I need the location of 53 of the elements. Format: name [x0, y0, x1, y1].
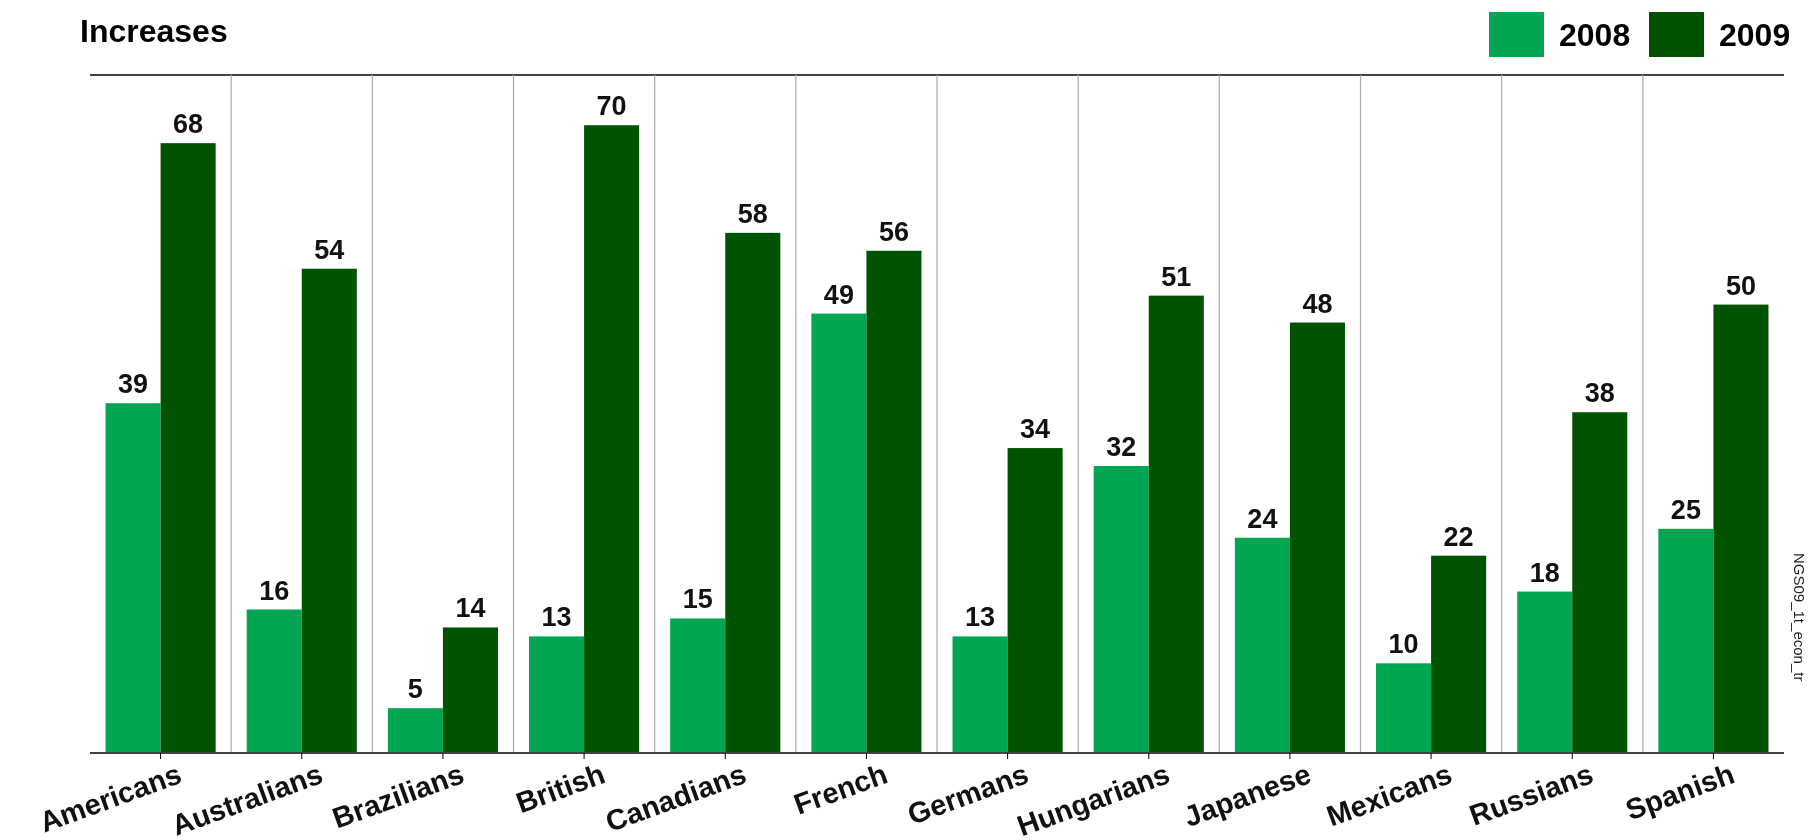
data-label: 49 [823, 279, 854, 310]
bar [670, 618, 726, 753]
bar [442, 627, 498, 753]
data-label: 68 [173, 109, 204, 140]
bar [1093, 466, 1149, 753]
bar [160, 143, 216, 753]
legend-label: 2009 [1719, 17, 1791, 53]
data-label: 34 [1020, 414, 1051, 445]
data-label: 25 [1670, 494, 1701, 525]
bar [1148, 295, 1204, 753]
chart-title: Increases [80, 13, 228, 49]
data-label: 70 [596, 91, 627, 122]
bar [529, 636, 585, 753]
data-label: 13 [965, 602, 996, 633]
data-label: 24 [1247, 503, 1278, 534]
bar [1517, 591, 1573, 753]
data-label: 10 [1388, 629, 1419, 660]
bar [1376, 663, 1432, 753]
bar [952, 636, 1008, 753]
bar [725, 232, 781, 753]
text: NGS09_1t_econ_tr [1791, 553, 1808, 682]
data-label: 18 [1529, 557, 1560, 588]
bar [1289, 322, 1345, 753]
data-label: 39 [118, 369, 149, 400]
data-label: 5 [407, 674, 423, 705]
bar [246, 609, 302, 753]
bar [866, 250, 922, 753]
bar [1234, 537, 1290, 753]
bar [811, 313, 867, 753]
data-label: 16 [259, 575, 290, 606]
data-label: 50 [1725, 270, 1756, 301]
bar [105, 403, 161, 753]
data-label: 58 [737, 198, 768, 229]
legend-label: 2008 [1559, 17, 1631, 53]
data-label: 54 [314, 234, 345, 265]
x-tick-label: French [789, 757, 892, 821]
data-label: 32 [1106, 432, 1137, 463]
bar [301, 268, 357, 753]
data-label: 13 [541, 602, 572, 633]
data-label: 14 [455, 593, 486, 624]
bar [1431, 555, 1487, 753]
bar [1658, 528, 1714, 753]
bar [387, 708, 443, 753]
data-label: 22 [1443, 521, 1474, 552]
bar [1572, 412, 1628, 753]
data-label: 38 [1584, 378, 1615, 409]
data-label: 15 [682, 584, 713, 615]
bar [1007, 448, 1063, 753]
data-label: 56 [878, 216, 909, 247]
data-label: 51 [1161, 261, 1192, 292]
bar [1713, 304, 1769, 753]
data-label: 48 [1302, 288, 1333, 319]
bar [584, 125, 640, 753]
